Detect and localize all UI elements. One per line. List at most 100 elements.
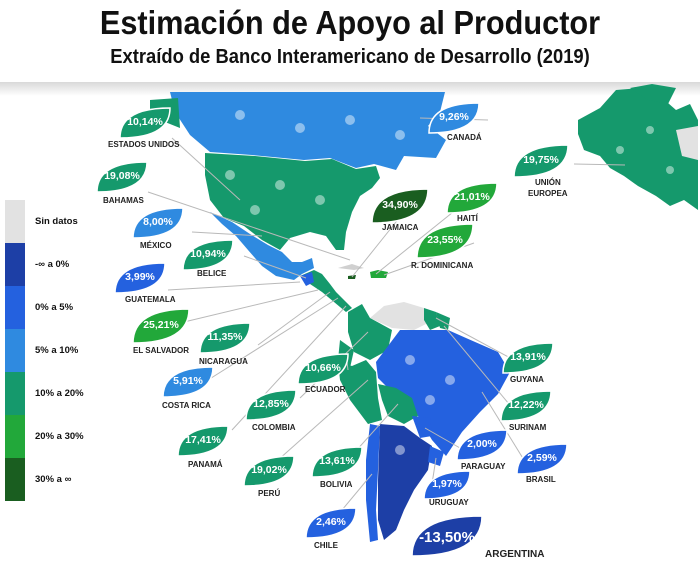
leaf-badge	[199, 322, 251, 354]
value-haiti: 21,01%	[454, 191, 490, 203]
value-panama: 17,41%	[185, 434, 221, 446]
legend-item: 10% a 20%	[5, 372, 93, 415]
label-ecuador: ECUADOR	[305, 385, 346, 394]
legend-item: 0% a 5%	[5, 286, 93, 329]
value-guatemala: 3,99%	[125, 271, 155, 283]
label-canada: CANADÁ	[447, 133, 482, 142]
value-nicaragua: 11,35%	[207, 331, 243, 343]
brazil-region	[376, 330, 510, 456]
legend-item: Sin datos	[5, 200, 93, 243]
leaf-badge	[446, 182, 498, 214]
label-union-europea: UNIÓN	[535, 178, 561, 187]
legend-swatch-no-data	[5, 200, 25, 243]
decorative-glyphs	[225, 110, 674, 455]
leaf-badge	[177, 425, 229, 457]
legend-label: Sin datos	[35, 216, 78, 227]
leaf-badge	[132, 308, 190, 344]
value-costa-rica: 5,91%	[173, 375, 203, 387]
leaf-badge	[500, 390, 552, 422]
label-surinam: SURINAM	[509, 423, 547, 432]
label-estados-unidos: ESTADOS UNIDOS	[108, 140, 180, 149]
label-brasil: BRASIL	[526, 475, 556, 484]
value-paraguay: 2,00%	[467, 438, 497, 450]
leaf-badge	[132, 207, 184, 239]
value-union-europea: 19,75%	[523, 154, 559, 166]
value-argentina: -13,50%	[419, 529, 475, 546]
label-panama: PANAMÁ	[188, 460, 223, 469]
legend-item: -∞ a 0%	[5, 243, 93, 286]
label-costa-rica: COSTA RICA	[162, 401, 211, 410]
leaf-badge	[456, 429, 508, 461]
label-chile: CHILE	[314, 541, 338, 550]
label-colombia: COLOMBIA	[252, 423, 296, 432]
leaf-badge	[502, 342, 554, 374]
label-guatemala: GUATEMALA	[125, 295, 176, 304]
ukraine-region	[676, 126, 698, 160]
leaf-badge	[311, 446, 363, 478]
value-colombia: 12,85%	[253, 398, 289, 410]
legend-item: 30% a ∞	[5, 458, 93, 501]
label-union-europea-2: EUROPEA	[528, 189, 568, 198]
value-uruguay: 1,97%	[432, 478, 462, 490]
label-uruguay: URUGUAY	[429, 498, 469, 507]
value-peru: 19,02%	[251, 464, 287, 476]
dominican-region	[378, 270, 388, 278]
chile-region	[366, 424, 380, 542]
legend-label: 20% a 30%	[35, 431, 84, 442]
value-badges	[96, 102, 569, 557]
leaf-badge	[428, 102, 480, 134]
legend-swatch-0-5	[5, 286, 25, 329]
label-haiti: HAITÍ	[457, 214, 478, 223]
leaf-badge	[243, 455, 295, 487]
europe-region	[578, 88, 698, 210]
value-el-salvador: 25,21%	[143, 319, 179, 331]
leaf-badge	[245, 389, 297, 421]
haiti-region	[370, 270, 378, 278]
usa-region	[205, 153, 380, 250]
mexico-region	[210, 212, 314, 280]
leaf-badge	[516, 443, 568, 475]
leaf-badge	[96, 161, 148, 193]
leaf-badge	[297, 353, 349, 385]
label-jamaica: JAMAICA	[382, 223, 419, 232]
leaf-badge	[119, 107, 171, 139]
legend-label: 30% a ∞	[35, 474, 72, 485]
legend-label: 0% a 5%	[35, 302, 74, 313]
argentina-region	[378, 424, 432, 540]
label-paraguay: PARAGUAY	[461, 462, 506, 471]
leaf-badge	[162, 366, 214, 398]
colombia-region	[348, 304, 392, 360]
value-guyana: 13,91%	[510, 351, 546, 363]
leaf-badge	[416, 223, 474, 259]
value-estados-unidos: 10,14%	[127, 116, 163, 128]
leaf-badge	[305, 507, 357, 539]
venezuela-region	[370, 302, 430, 330]
leaf-badge	[513, 144, 569, 178]
connector-lines	[147, 117, 626, 523]
value-jamaica: 34,90%	[382, 199, 418, 211]
page-title: Estimación de Apoyo al Productor	[99, 4, 601, 41]
legend-swatch-5-10	[5, 329, 25, 372]
legend-label: -∞ a 0%	[35, 259, 70, 270]
guyana-region	[424, 308, 440, 330]
legend-swatch-20-30	[5, 415, 25, 458]
leaf-badge	[411, 515, 483, 557]
value-brasil: 2,59%	[527, 452, 557, 464]
leaf-badge	[114, 262, 166, 294]
paraguay-region	[412, 416, 432, 438]
label-peru: PERÚ	[258, 489, 281, 498]
value-ecuador: 10,66%	[305, 362, 341, 374]
leaf-badge	[371, 188, 429, 224]
value-bahamas: 19,08%	[104, 170, 140, 182]
legend: Sin datos -∞ a 0% 0% a 5% 5% a 10% 10% a…	[5, 200, 93, 501]
label-r-dominicana: R. DOMINICANA	[411, 261, 474, 270]
label-belice: BELICE	[197, 269, 227, 278]
uruguay-region	[428, 446, 444, 466]
legend-swatch-30-plus	[5, 458, 25, 501]
guatemala-region	[300, 272, 314, 286]
page-subtitle: Extraído de Banco Interamericano de Desa…	[110, 46, 590, 68]
legend-label: 10% a 20%	[35, 388, 84, 399]
legend-swatch-10-20	[5, 372, 25, 415]
value-chile: 2,46%	[316, 516, 346, 528]
